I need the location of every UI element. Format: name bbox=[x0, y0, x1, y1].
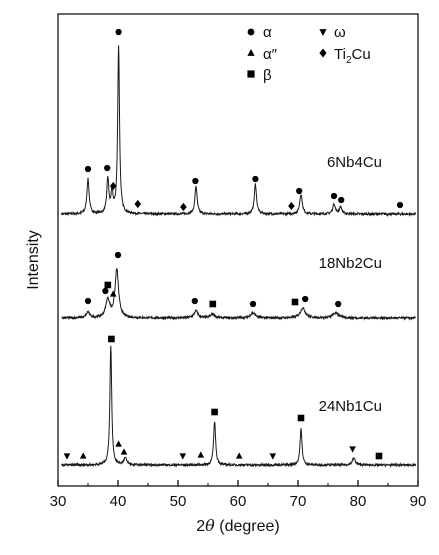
x-tick-label: 70 bbox=[290, 493, 307, 510]
legend: α ω α″ Ti2Cu β bbox=[247, 24, 371, 84]
x-tick-label: 50 bbox=[170, 493, 187, 510]
x-tick-label: 40 bbox=[110, 493, 127, 510]
legend-symbol bbox=[247, 70, 255, 78]
legend-label: ω bbox=[334, 24, 346, 41]
phase-marker bbox=[114, 251, 122, 259]
phase-marker bbox=[179, 453, 187, 460]
phase-marker bbox=[211, 408, 218, 416]
phase-marker bbox=[104, 281, 112, 289]
legend-item: α bbox=[247, 24, 272, 41]
series-label: 18Nb2Cu bbox=[319, 255, 382, 272]
phase-marker bbox=[252, 175, 259, 183]
phase-marker bbox=[349, 446, 356, 453]
phase-marker bbox=[191, 297, 198, 305]
phase-marker bbox=[84, 297, 92, 305]
phase-marker bbox=[84, 165, 92, 173]
series-24Nb1Cu: 24Nb1Cu bbox=[61, 335, 417, 468]
phase-marker bbox=[63, 453, 71, 460]
phase-marker bbox=[297, 414, 305, 422]
phase-marker bbox=[197, 451, 205, 458]
legend-item: α″ bbox=[247, 46, 278, 63]
series-line bbox=[61, 268, 416, 321]
phase-marker bbox=[115, 440, 122, 447]
legend-symbol bbox=[247, 28, 255, 36]
phase-marker bbox=[330, 192, 338, 200]
x-tick-label: 60 bbox=[230, 493, 247, 510]
series-line bbox=[61, 345, 417, 468]
phase-marker bbox=[291, 298, 299, 306]
phase-marker bbox=[209, 300, 217, 308]
legend-symbol bbox=[319, 29, 327, 36]
phase-marker bbox=[104, 164, 111, 172]
phase-marker bbox=[109, 181, 117, 191]
legend-label: α bbox=[263, 24, 272, 41]
phase-marker bbox=[302, 295, 309, 303]
phase-marker bbox=[288, 201, 295, 211]
legend-label: α″ bbox=[263, 46, 278, 63]
x-tick-label: 30 bbox=[50, 493, 67, 510]
phase-marker bbox=[102, 287, 109, 295]
series-label: 24Nb1Cu bbox=[319, 398, 382, 415]
phase-marker bbox=[115, 28, 122, 36]
phase-marker bbox=[109, 290, 117, 297]
phase-marker bbox=[120, 448, 128, 455]
legend-label: Ti2Cu bbox=[334, 46, 371, 66]
phase-marker bbox=[134, 199, 142, 209]
x-tick-label: 80 bbox=[350, 493, 367, 510]
series-label: 6Nb4Cu bbox=[327, 154, 382, 171]
phase-marker bbox=[180, 202, 187, 212]
legend-symbol bbox=[319, 48, 327, 58]
legend-item: ω bbox=[319, 24, 346, 41]
series-18Nb2Cu: 18Nb2Cu bbox=[61, 251, 416, 321]
series-6Nb4Cu: 6Nb4Cu bbox=[61, 28, 417, 217]
phase-marker bbox=[249, 300, 257, 308]
y-axis-label: Intensity bbox=[25, 230, 42, 290]
series-line bbox=[61, 45, 417, 217]
legend-item: Ti2Cu bbox=[319, 46, 371, 66]
phase-marker bbox=[192, 177, 199, 185]
x-axis-label: 2θ (degree) bbox=[196, 516, 279, 535]
phase-marker bbox=[396, 201, 404, 209]
phase-marker bbox=[108, 335, 115, 343]
legend-symbol bbox=[247, 49, 255, 56]
legend-item: β bbox=[247, 67, 272, 84]
phase-marker bbox=[335, 300, 342, 308]
phase-marker bbox=[375, 452, 383, 460]
legend-label: β bbox=[263, 67, 272, 84]
x-tick-label: 90 bbox=[410, 493, 427, 510]
phase-marker bbox=[338, 196, 345, 204]
phase-marker bbox=[269, 453, 277, 460]
phase-marker bbox=[296, 187, 303, 195]
phase-marker bbox=[235, 452, 243, 459]
phase-marker bbox=[79, 452, 87, 459]
